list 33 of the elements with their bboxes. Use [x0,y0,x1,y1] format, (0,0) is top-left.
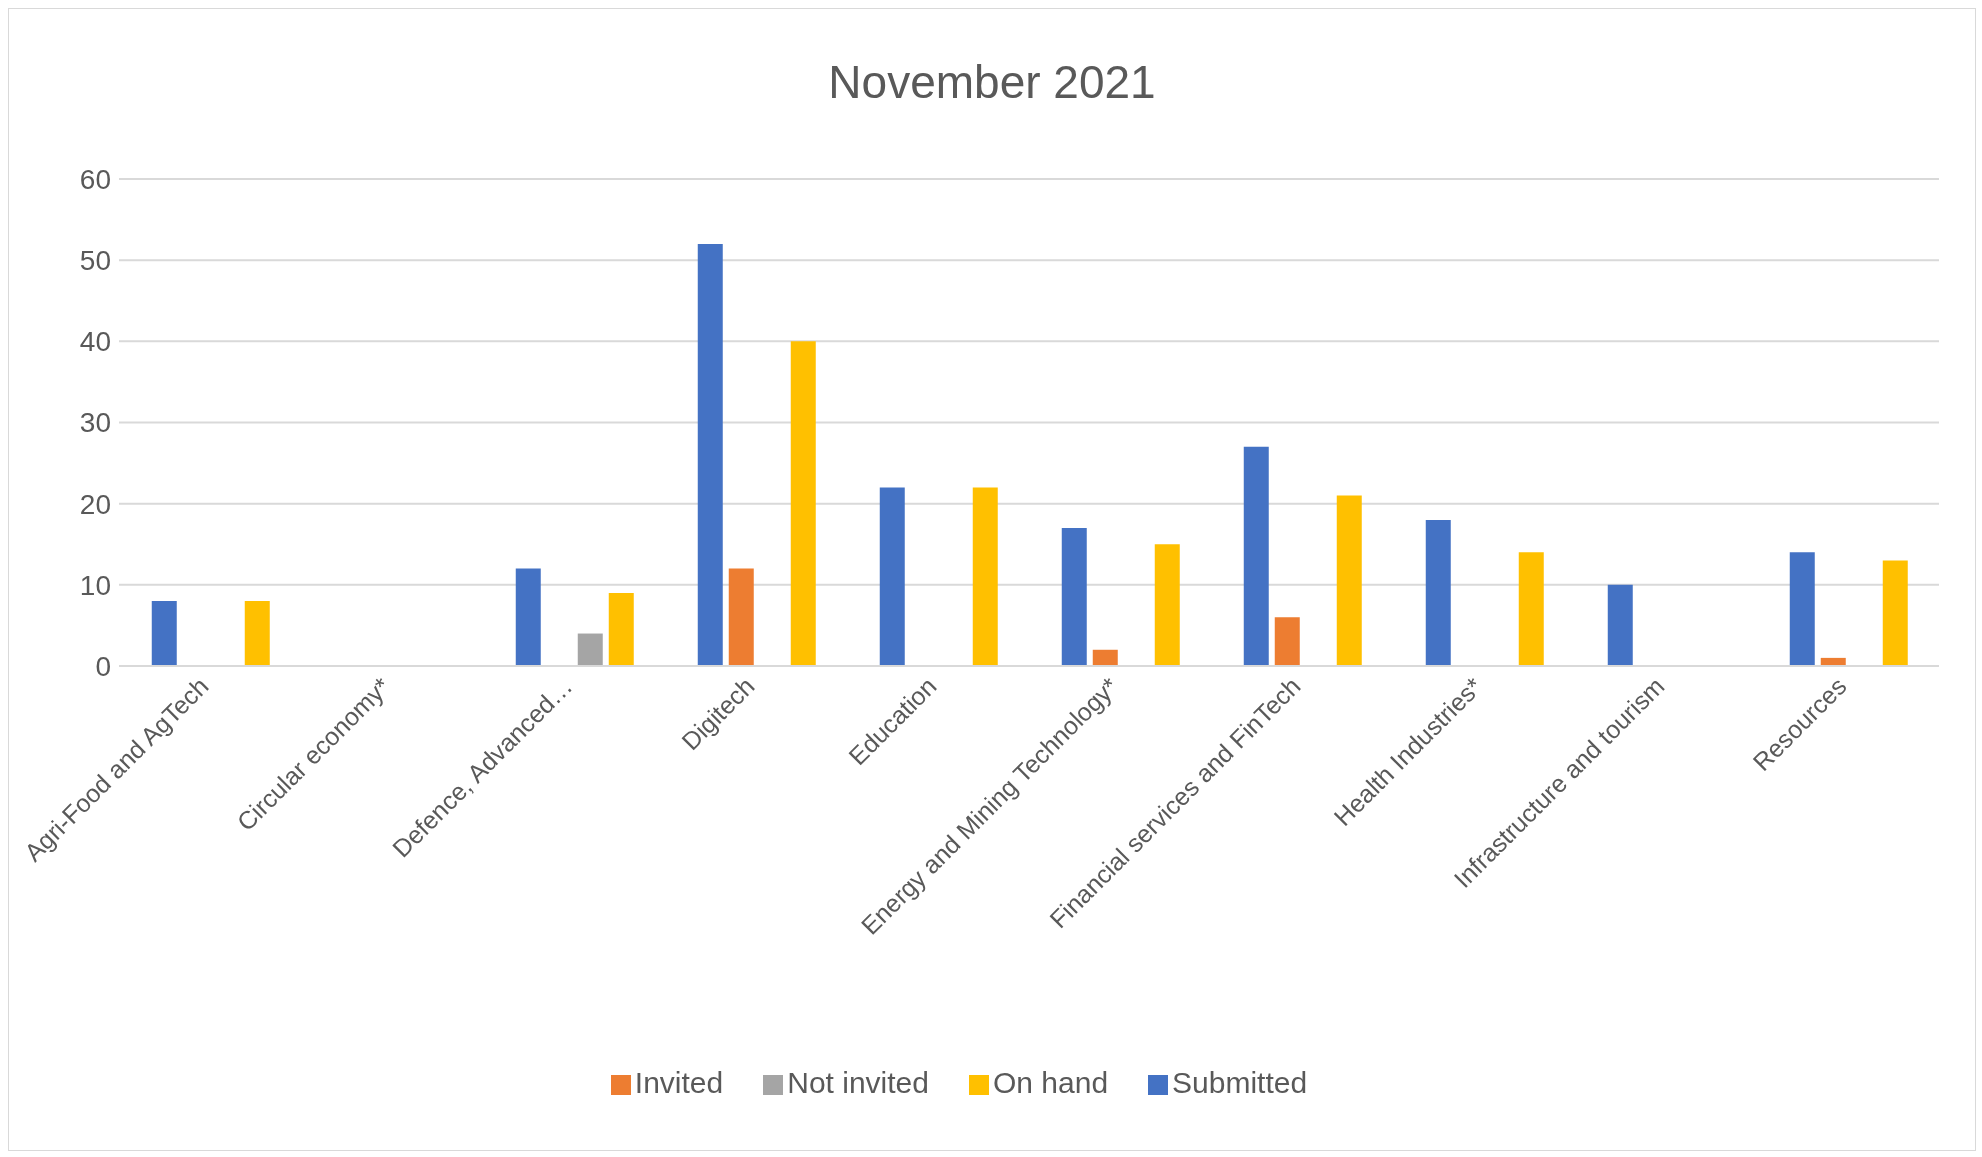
y-tick-label: 20 [79,488,111,520]
legend-label: Submitted [1172,1066,1308,1099]
bar [1154,544,1180,666]
y-tick-label: 40 [79,326,111,358]
bar [1607,584,1633,666]
bar [151,601,177,666]
bar [244,601,270,666]
y-tick-label: 60 [79,163,111,195]
bar [1092,649,1118,666]
legend-label: Invited [634,1066,724,1099]
bar [1336,495,1362,666]
bar [728,568,754,666]
bar [1518,552,1544,666]
bar [608,592,634,666]
y-tick-label: 10 [79,569,111,601]
y-tick-label: 0 [95,650,111,682]
y-tick-label: 30 [79,407,111,439]
bar [1243,446,1269,666]
chart-title: November 2021 [827,55,1157,109]
bar [790,341,816,666]
bar [1061,528,1087,666]
legend-label: Not invited [787,1066,929,1099]
bar [577,633,603,666]
bar [1882,560,1908,666]
legend-label: On hand [992,1066,1109,1099]
bar [697,243,723,666]
bar [515,568,541,666]
bar [1789,552,1815,666]
bar [972,487,998,666]
bar [1274,617,1300,666]
bar [1425,519,1451,666]
bar [879,487,905,666]
y-tick-label: 50 [79,245,111,277]
